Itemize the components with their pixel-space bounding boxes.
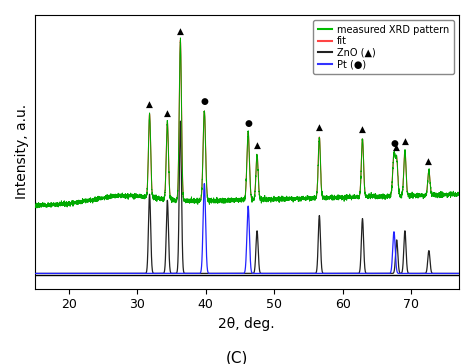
Text: ▲: ▲ bbox=[401, 137, 409, 146]
Legend: measured XRD pattern, fit, ZnO (▲), Pt (●): measured XRD pattern, fit, ZnO (▲), Pt (… bbox=[313, 20, 454, 74]
Text: ●: ● bbox=[244, 119, 252, 128]
Text: ▲: ▲ bbox=[146, 100, 153, 109]
X-axis label: 2θ, deg.: 2θ, deg. bbox=[219, 317, 275, 331]
Text: ▲: ▲ bbox=[164, 109, 171, 118]
Text: ▲: ▲ bbox=[393, 143, 400, 152]
Text: ▲: ▲ bbox=[316, 123, 323, 132]
Text: ▲: ▲ bbox=[254, 141, 261, 150]
Text: ▲: ▲ bbox=[426, 157, 432, 166]
Text: ▲: ▲ bbox=[359, 125, 366, 134]
Text: (C): (C) bbox=[226, 350, 248, 364]
Text: ●: ● bbox=[201, 97, 208, 106]
Text: ●: ● bbox=[390, 139, 398, 148]
Y-axis label: Intensity, a.u.: Intensity, a.u. bbox=[15, 104, 29, 199]
Text: ▲: ▲ bbox=[177, 27, 184, 36]
